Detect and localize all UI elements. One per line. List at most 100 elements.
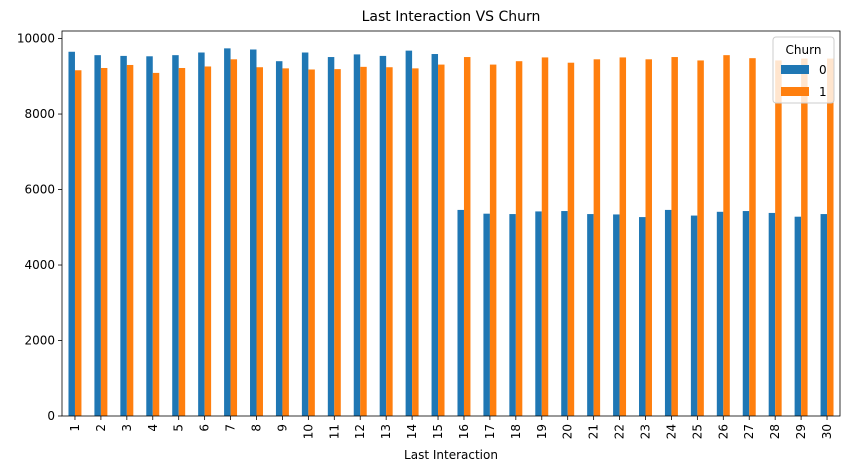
bar-series-0 (535, 211, 542, 416)
plot-frame (61, 30, 841, 417)
y-tick-label: 8000 (24, 107, 55, 121)
x-tick-label: 18 (509, 424, 523, 439)
bar-series-0 (457, 209, 464, 416)
x-tick-label: 23 (639, 424, 653, 439)
bar-series-1 (749, 58, 756, 416)
bar-series-1 (386, 67, 393, 416)
bar-series-0 (405, 50, 413, 417)
bar-series-0 (587, 214, 594, 416)
bar-series-1 (360, 66, 367, 416)
bar-series-1 (723, 55, 730, 417)
y-tick-label: 0 (47, 409, 55, 423)
x-tick-label: 7 (224, 424, 238, 432)
bar-series-1 (827, 58, 834, 416)
bar-series-0 (690, 215, 698, 416)
x-tick-label: 19 (535, 424, 549, 439)
bar-series-1 (645, 59, 652, 416)
bar-series-1 (204, 66, 212, 416)
y-tick-label: 4000 (24, 258, 55, 272)
bar-series-0 (275, 61, 283, 417)
bar-series-1 (230, 59, 238, 416)
bar-series-1 (593, 59, 601, 416)
x-tick-label: 1 (68, 424, 82, 432)
legend: Churn 0 1 (772, 36, 835, 104)
bar-series-1 (256, 67, 263, 416)
x-tick-label: 2 (94, 424, 108, 432)
x-tick-label: 29 (794, 424, 808, 439)
bar-series-0 (820, 214, 828, 416)
x-tick-label: 24 (664, 424, 678, 439)
bar-series-0 (68, 51, 75, 417)
bar-series-0 (431, 54, 439, 417)
x-tick-label: 21 (587, 424, 601, 439)
bar-series-0 (120, 55, 127, 416)
bar-series-0 (301, 52, 309, 416)
x-axis: 1 2 3 4 5 6 7 8 9 10 11 12 13 14 15 16 17 18 19 20 21 22 23 24 2… (68, 416, 834, 439)
bar-series-1 (801, 58, 808, 416)
chart-title: Last Interaction VS Churn (362, 9, 541, 25)
x-tick-label: 9 (275, 424, 289, 432)
bar-series-1 (463, 57, 471, 416)
x-tick-label: 26 (716, 424, 730, 439)
bar-series-1 (412, 68, 419, 416)
bar-series-1 (438, 64, 445, 416)
legend-label-0: 0 (819, 63, 827, 77)
bar-series-0 (716, 211, 724, 416)
bar-series-1 (489, 64, 497, 416)
legend-label-1: 1 (819, 85, 827, 99)
x-tick-label: 6 (198, 424, 212, 432)
bar-series-0 (664, 209, 672, 416)
bar-series-1 (74, 70, 82, 416)
bar-series-1 (697, 60, 704, 417)
legend-swatch-1 (781, 87, 809, 96)
bar-series-1 (671, 57, 678, 416)
bar-series-0 (794, 216, 802, 416)
bar-series-1 (152, 72, 160, 416)
legend-title: Churn (786, 43, 822, 57)
bar-series-0 (483, 213, 490, 416)
x-tick-label: 25 (690, 424, 704, 439)
x-tick-label: 5 (172, 424, 186, 432)
x-tick-label: 15 (431, 424, 445, 439)
x-tick-label: 30 (820, 424, 834, 439)
bars-layer (68, 48, 834, 417)
x-tick-label: 14 (405, 424, 419, 439)
x-tick-label: 16 (457, 424, 471, 439)
bar-series-0 (742, 211, 750, 416)
bar-series-1 (178, 67, 186, 416)
x-tick-label: 13 (379, 424, 393, 439)
bar-series-1 (515, 61, 523, 417)
x-tick-label: 4 (146, 424, 160, 432)
x-tick-label: 28 (768, 424, 782, 439)
bar-series-0 (379, 55, 387, 416)
x-tick-label: 22 (613, 424, 627, 439)
bar-series-0 (172, 55, 179, 417)
x-tick-label: 3 (120, 424, 134, 432)
bar-series-1 (126, 64, 134, 417)
bar-series-0 (613, 214, 620, 416)
bar-series-0 (224, 48, 231, 417)
y-tick-label: 2000 (24, 334, 55, 348)
bar-series-0 (198, 52, 205, 416)
x-axis-label: Last Interaction (404, 448, 498, 462)
x-tick-label: 11 (327, 424, 341, 439)
bar-series-0 (509, 214, 516, 416)
x-tick-label: 27 (742, 424, 756, 439)
y-tick-label: 10000 (17, 32, 55, 46)
bar-series-1 (308, 69, 315, 416)
bar-series-0 (639, 217, 646, 416)
y-axis: 0 2000 4000 6000 8000 10000 (17, 32, 62, 423)
bar-series-0 (353, 54, 361, 416)
bar-series-1 (100, 67, 108, 416)
x-tick-label: 8 (250, 424, 264, 432)
bar-series-1 (567, 62, 575, 417)
x-tick-label: 20 (561, 424, 575, 439)
bar-series-1 (619, 57, 627, 416)
x-tick-label: 17 (483, 424, 497, 439)
bar-series-0 (561, 211, 568, 416)
bar-series-1 (541, 57, 549, 416)
bar-series-0 (146, 56, 153, 416)
bar-series-1 (282, 68, 289, 416)
x-tick-label: 10 (301, 424, 315, 439)
